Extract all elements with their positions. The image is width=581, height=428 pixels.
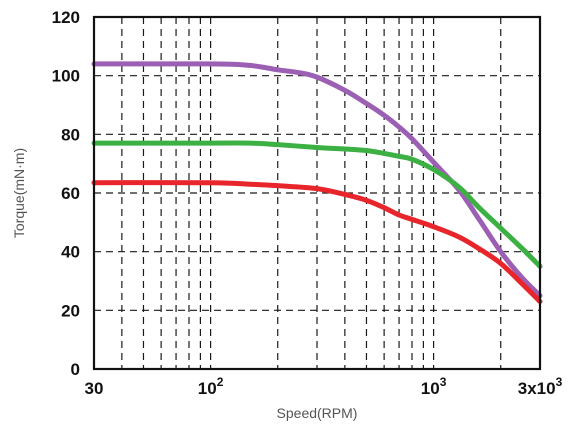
- y-axis-label: Torque(mN·m): [11, 148, 27, 238]
- series-line: [91, 180, 543, 305]
- x-tick-label: 30: [85, 379, 104, 398]
- x-axis-label: Speed(RPM): [277, 405, 358, 421]
- grid-layer: [94, 17, 540, 369]
- x-tick-label: 102: [198, 375, 224, 398]
- series-line: [91, 140, 543, 269]
- y-tick-label: 60: [61, 184, 80, 203]
- y-tick-label: 40: [61, 243, 80, 262]
- y-tick-label: 100: [52, 67, 80, 86]
- tick-label-layer: 0 20 40 60 80 100 120 30 102 103 3x103: [52, 8, 563, 398]
- y-tick-label: 20: [61, 301, 80, 320]
- series-layer: [91, 61, 543, 305]
- y-tick-label: 0: [71, 360, 80, 379]
- x-tick-label: 103: [421, 375, 447, 398]
- x-tick-label: 3x103: [518, 375, 563, 398]
- y-tick-label: 120: [52, 8, 80, 27]
- plot-frame: [92, 15, 542, 371]
- series-line: [91, 61, 543, 299]
- y-tick-label: 80: [61, 125, 80, 144]
